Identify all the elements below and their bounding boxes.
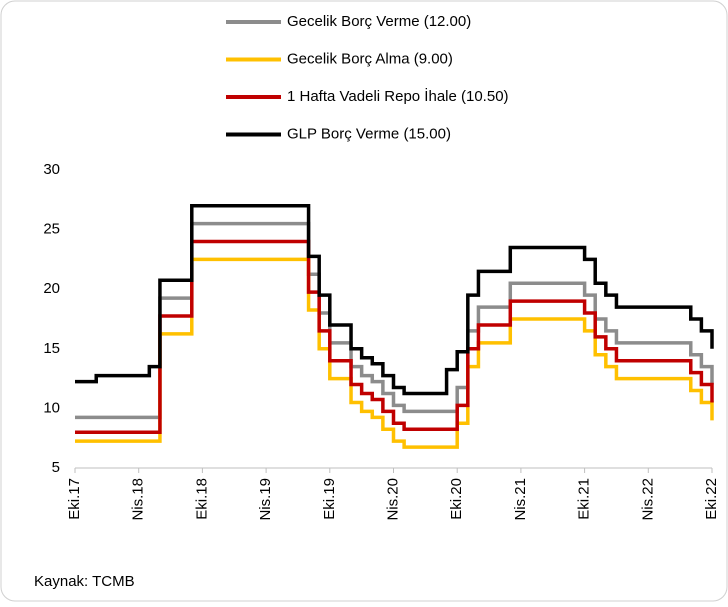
x-tick-label: Eki.21	[576, 478, 593, 520]
x-tick-label: Nis.18	[130, 478, 147, 521]
x-tick-label: Eki.17	[66, 478, 83, 520]
legend-label: 1 Hafta Vadeli Repo İhale (10.50)	[287, 87, 509, 105]
series-line	[75, 204, 714, 396]
y-tick-label: 10	[43, 399, 60, 416]
legend-label: GLP Borç Verme (15.00)	[287, 125, 451, 142]
y-tick-label: 5	[52, 459, 60, 476]
x-tick-label: Eki.19	[321, 478, 338, 520]
x-tick-label: Nis.21	[512, 478, 529, 521]
y-tick-label: 30	[43, 161, 60, 178]
x-tick-label: Nis.19	[257, 478, 274, 521]
x-tick-label: Eki.22	[703, 478, 720, 520]
legend-label: Gecelik Borç Alma (9.00)	[287, 50, 453, 67]
y-tick-label: 25	[43, 221, 60, 238]
x-tick-label: Eki.18	[193, 478, 210, 520]
y-tick-label: 20	[43, 280, 60, 297]
x-tick-label: Eki.20	[448, 478, 465, 520]
x-tick-label: Nis.20	[384, 478, 401, 521]
series-line	[75, 221, 714, 420]
y-tick-label: 15	[43, 340, 60, 357]
series-line	[75, 239, 714, 434]
series-line	[75, 257, 714, 449]
source: Kaynak: TCMB	[34, 573, 135, 590]
legend-label: Gecelik Borç Verme (12.00)	[287, 13, 471, 30]
x-tick-label: Nis.22	[639, 478, 656, 521]
